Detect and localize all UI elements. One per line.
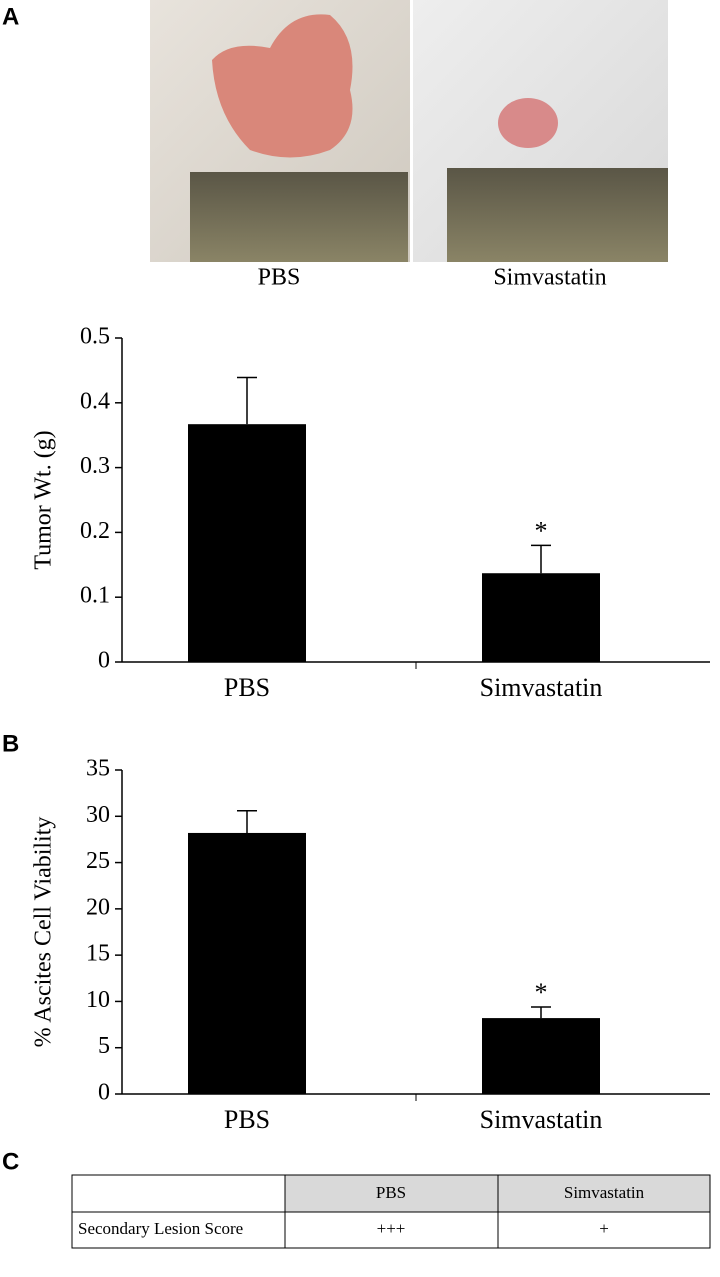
table-cell: +++: [377, 1219, 406, 1238]
x-tick-label: Simvastatin: [480, 1105, 603, 1134]
error-bar: [237, 809, 257, 833]
table-header: Simvastatin: [564, 1183, 645, 1202]
y-tick-label: 0.4: [80, 388, 110, 414]
y-axis-label: % Ascites Cell Viability: [31, 817, 57, 1048]
significance-mark: *: [535, 978, 548, 1007]
bar: [482, 1018, 600, 1094]
bar: [188, 832, 306, 1094]
y-tick-label: 20: [86, 894, 110, 920]
y-tick-label: 0.3: [80, 453, 110, 479]
y-tick-label: 30: [86, 802, 110, 828]
table-header: PBS: [376, 1183, 406, 1202]
y-tick-label: 0.5: [80, 324, 110, 350]
panel-label: C: [2, 1148, 19, 1175]
photo: [150, 0, 410, 262]
y-tick-label: 10: [86, 987, 110, 1013]
bar: [188, 424, 306, 662]
bar: [482, 573, 600, 662]
panel-label: A: [2, 3, 19, 30]
x-tick-label: Simvastatin: [480, 673, 603, 702]
y-tick-label: 0.2: [80, 518, 110, 544]
error-bar: [531, 1006, 551, 1019]
y-tick-label: 15: [86, 941, 110, 967]
y-tick-label: 5: [98, 1033, 110, 1059]
y-tick-label: 0: [98, 1080, 110, 1106]
y-tick-label: 0: [98, 648, 110, 674]
table: PBS Simvastatin Secondary Lesion Score +…: [71, 1174, 711, 1249]
table-cell: Secondary Lesion Score: [78, 1219, 243, 1238]
photo-caption: PBS: [258, 265, 301, 291]
error-bar: [531, 544, 551, 574]
table-cell: +: [599, 1219, 609, 1238]
x-tick-label: PBS: [224, 1105, 270, 1134]
y-tick-label: 25: [86, 848, 110, 874]
y-tick-label: 35: [86, 756, 110, 782]
x-tick-label: PBS: [224, 673, 270, 702]
significance-mark: *: [535, 516, 548, 545]
error-bar: [237, 376, 257, 425]
panel-label: B: [2, 730, 19, 757]
y-axis-label: Tumor Wt. (g): [31, 430, 57, 569]
photo: [413, 0, 668, 262]
y-tick-label: 0.1: [80, 583, 110, 609]
photo-caption: Simvastatin: [493, 265, 606, 291]
